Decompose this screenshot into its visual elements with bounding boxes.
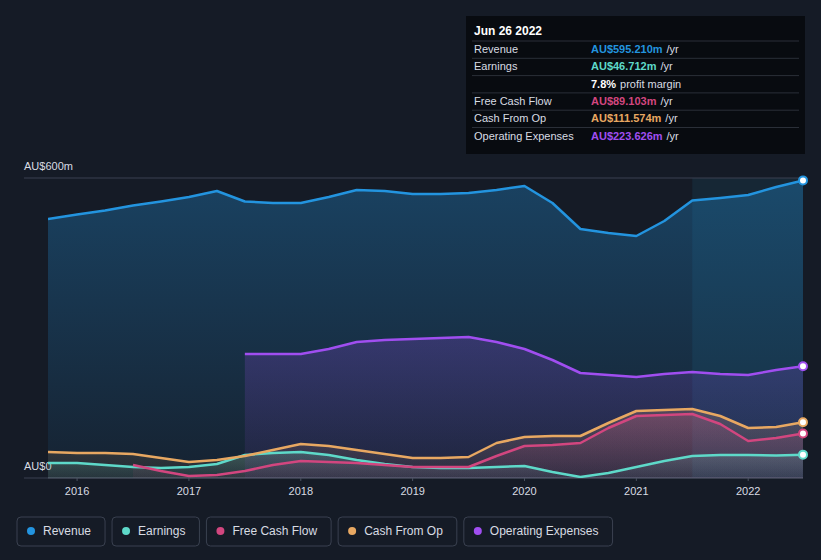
x-tick [412, 478, 413, 481]
tooltip-unit: /yr [667, 43, 680, 55]
y-tick-label: AU$600m [24, 160, 73, 172]
tooltip-unit: profit margin [620, 78, 681, 90]
tooltip-value: AU$223.626m [591, 130, 663, 142]
tooltip-box [466, 16, 805, 154]
end-point [799, 451, 807, 459]
series-area [48, 180, 803, 478]
end-point [799, 176, 807, 184]
legend-box [112, 517, 199, 546]
chart: AU$0 AU$600m 2016 2017 2018 2019 2020 2021 2022 R… [0, 0, 821, 560]
tooltip-separator [472, 110, 799, 111]
tooltip-value: AU$46.712m [591, 60, 657, 72]
legend-box [464, 517, 613, 546]
x-tick [300, 478, 301, 481]
x-tick [77, 478, 78, 481]
series-line [133, 414, 803, 476]
x-tick-label: 2022 [736, 485, 760, 497]
legend-label: Earnings [138, 524, 185, 538]
tooltip-label: Operating Expenses [474, 130, 574, 142]
tooltip-separator [472, 75, 799, 76]
x-tick-label: 2020 [512, 485, 536, 497]
tooltip-label: Cash From Op [474, 112, 546, 124]
tooltip-unit: /yr [660, 60, 673, 72]
legend-swatch [216, 527, 224, 535]
tooltip-value: 7.8% [591, 78, 616, 90]
areas [48, 180, 803, 478]
tooltip-unit: /yr [665, 112, 678, 124]
legend-box [206, 517, 331, 546]
legend-item: Free Cash Flow [206, 517, 331, 546]
tooltip-separator [472, 41, 799, 42]
tooltip-separator [472, 58, 799, 59]
legend-swatch [474, 527, 482, 535]
x-tick-label: 2016 [65, 485, 89, 497]
tooltip-label: Earnings [474, 60, 518, 72]
x-tick [748, 478, 749, 481]
background [0, 0, 821, 560]
end-point [799, 362, 807, 370]
x-tick-label: 2021 [624, 485, 648, 497]
legend-label: Cash From Op [364, 524, 443, 538]
x-tick-label: 2019 [400, 485, 424, 497]
tooltip-title: Jun 26 2022 [474, 24, 542, 38]
x-tick-label: 2018 [289, 485, 313, 497]
x-tick [188, 478, 189, 481]
legend-swatch [27, 527, 35, 535]
y-tick-label: AU$0 [24, 460, 52, 472]
tooltip-separator [472, 127, 799, 128]
tooltip-value: AU$89.103m [591, 95, 657, 107]
tooltip-value: AU$595.210m [591, 43, 663, 55]
plot-area [48, 180, 803, 478]
grid-line [24, 178, 803, 179]
legend-swatch [122, 527, 130, 535]
legend-item: Revenue [17, 517, 105, 546]
legend-swatch [348, 527, 356, 535]
tooltip-unit: /yr [660, 95, 673, 107]
end-point [799, 429, 807, 437]
legend-box [338, 517, 457, 546]
legend-box [17, 517, 105, 546]
series-area [245, 337, 803, 478]
legend-label: Revenue [43, 524, 91, 538]
series-line [48, 452, 803, 477]
legend-item: Earnings [112, 517, 199, 546]
lines [48, 180, 803, 477]
tooltip-label: Revenue [474, 43, 518, 55]
series-line [245, 337, 803, 377]
legend-item: Cash From Op [338, 517, 457, 546]
series-line [48, 409, 803, 462]
x-tick [524, 478, 525, 481]
tooltip: Jun 26 2022 Revenue AU$595.210m/yr Earnings… [466, 16, 805, 154]
x-tick [636, 478, 637, 481]
series-line [48, 180, 803, 236]
tooltip-label: Free Cash Flow [474, 95, 552, 107]
legend-item: Operating Expenses [464, 517, 613, 546]
legend-label: Operating Expenses [490, 524, 599, 538]
x-tick-label: 2017 [177, 485, 201, 497]
tooltip-value: AU$111.574m [591, 112, 662, 124]
tooltip-unit: /yr [667, 130, 680, 142]
end-point [799, 418, 807, 426]
legend-label: Free Cash Flow [232, 524, 317, 538]
tooltip-separator [472, 92, 799, 93]
